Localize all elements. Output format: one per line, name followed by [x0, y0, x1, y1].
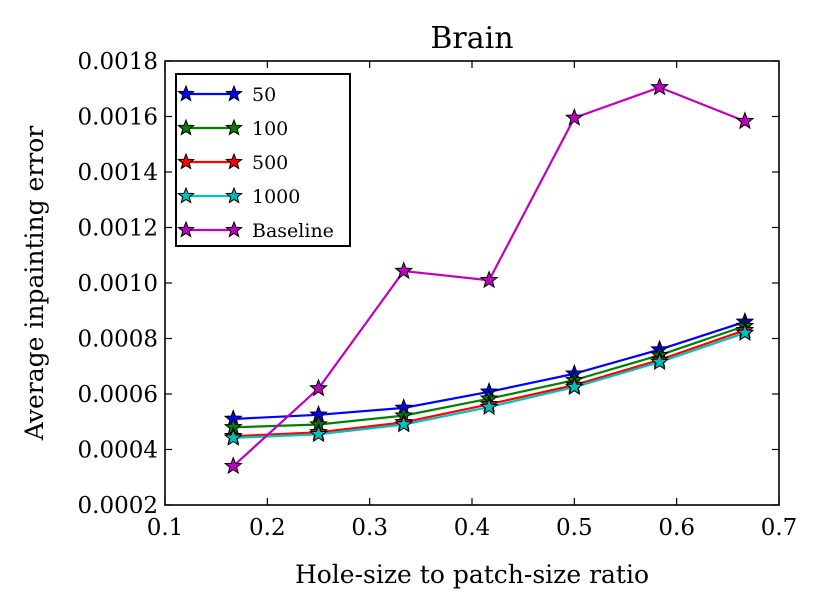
x-tick-label: 0.1: [147, 515, 184, 541]
series-layer: [223, 77, 755, 475]
x-tick-label: 0.7: [761, 515, 798, 541]
y-tick-label: 0.0008: [78, 327, 158, 353]
data-point-star: [650, 352, 670, 371]
data-point-star: [735, 111, 755, 130]
y-tick-label: 0.0014: [78, 160, 158, 186]
y-tick-label: 0.0002: [78, 493, 158, 519]
legend-label: 100: [252, 118, 288, 140]
y-tick-label: 0.0018: [78, 49, 158, 75]
data-point-star: [479, 397, 499, 416]
legend-label: 500: [252, 152, 288, 174]
x-tick-label: 0.4: [454, 515, 491, 541]
x-tick-label: 0.6: [658, 515, 695, 541]
legend-marker-star: [177, 220, 195, 238]
legend-label: 50: [252, 84, 276, 106]
legend-marker-star: [225, 220, 243, 238]
legend-marker-star: [177, 84, 195, 102]
y-tick-label: 0.0012: [78, 216, 158, 242]
data-point-star: [479, 270, 499, 289]
y-tick-label: 0.0010: [78, 271, 158, 297]
data-point-star: [223, 456, 243, 475]
x-tick-label: 0.2: [249, 515, 286, 541]
legend-label: 1000: [252, 186, 300, 208]
data-point-star: [223, 427, 243, 446]
data-point-star: [564, 107, 584, 126]
y-axis-label: Average inpainting error: [20, 126, 49, 442]
y-tick-label: 0.0004: [78, 438, 158, 464]
x-axis-label: Hole-size to patch-size ratio: [295, 560, 649, 589]
x-tick-label: 0.3: [351, 515, 388, 541]
data-point-star: [564, 377, 584, 396]
x-tick-label: 0.5: [556, 515, 593, 541]
legend-marker-star: [177, 186, 195, 204]
legend-marker-star: [225, 152, 243, 170]
data-point-star: [394, 261, 414, 280]
data-point-star: [309, 424, 328, 443]
data-point-star: [735, 323, 755, 341]
tick-layer: 0.1 0.2 0.3 0.4 0.5 0.6 0.7 0.0002 0.0004 0.0006 0…: [78, 49, 798, 541]
data-point-star: [309, 378, 328, 397]
chart-title: Brain: [430, 21, 513, 56]
legend: 50 100 500 1000 Baseline: [175, 73, 351, 247]
legend-label: Baseline: [252, 220, 334, 242]
legend-marker-star: [225, 186, 243, 204]
legend-box: [175, 73, 351, 247]
legend-marker-star: [225, 84, 243, 102]
legend-marker-star: [177, 118, 195, 136]
y-tick-label: 0.0016: [78, 105, 158, 131]
data-point-star: [394, 414, 414, 433]
data-point-star: [650, 77, 670, 96]
y-tick-label: 0.0006: [78, 382, 158, 408]
legend-marker-star: [225, 118, 243, 136]
legend-marker-star: [177, 152, 195, 170]
